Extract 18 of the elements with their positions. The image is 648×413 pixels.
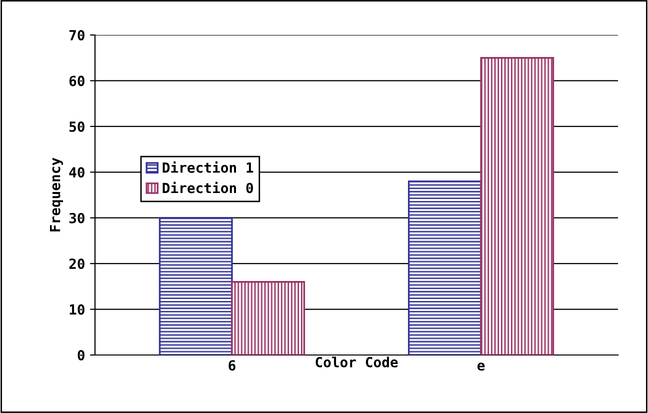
- x-tick-label: 6: [228, 360, 236, 371]
- bar: [158, 217, 233, 355]
- y-tick-label: 60: [69, 76, 84, 86]
- bar: [231, 281, 306, 355]
- y-tick-label: 30: [69, 212, 84, 224]
- y-axis-title: Frequency: [50, 158, 63, 232]
- legend-label: Direction 0: [162, 182, 253, 194]
- y-tick-label: 20: [69, 258, 84, 270]
- y-tick-label: 40: [69, 167, 84, 178]
- y-tick-label: 10: [70, 304, 84, 315]
- bar: [480, 57, 554, 355]
- y-tick-label: 50: [70, 121, 84, 132]
- y-tick-label: 70: [69, 30, 84, 40]
- legend-label: Direction 1: [162, 161, 254, 173]
- bar: [408, 180, 482, 355]
- x-axis-title: Color Code: [316, 356, 398, 368]
- y-tick-label: 0: [78, 350, 84, 360]
- x-tick-label: e: [477, 362, 485, 371]
